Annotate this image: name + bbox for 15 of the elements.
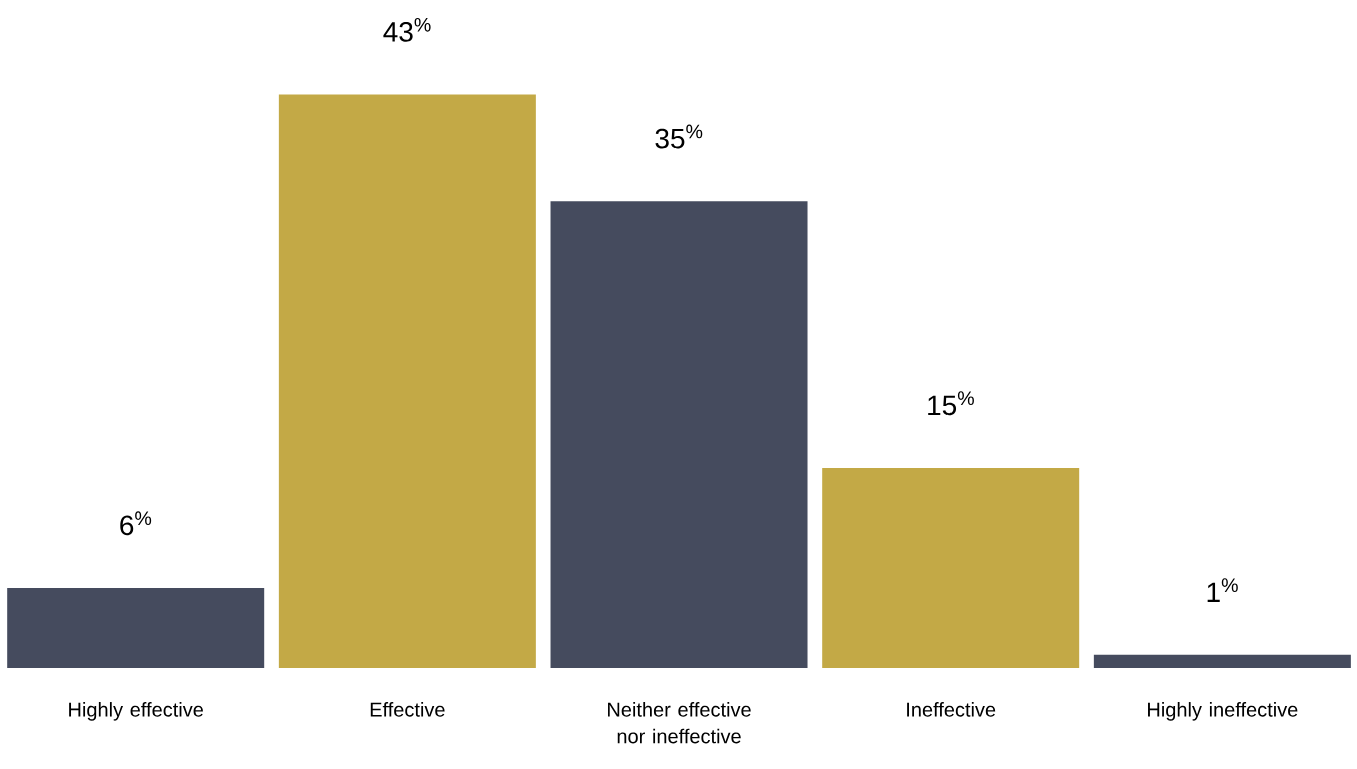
x-tick-label: Highly ineffective	[1148, 702, 1298, 721]
x-tick-label: Effective	[370, 702, 445, 717]
bar	[822, 467, 1080, 668]
data-label: 43$^{%}$	[383, 17, 431, 42]
bar	[550, 201, 808, 668]
bar	[7, 587, 265, 668]
data-label: 6$^{%}$	[120, 511, 152, 536]
x-tick-label: Neither effective nor ineffective	[608, 702, 751, 744]
x-tick-label: Highly effective	[69, 702, 203, 721]
bar	[1093, 654, 1351, 668]
data-label: 35$^{%}$	[655, 124, 703, 149]
data-label: 15$^{%}$	[928, 391, 974, 416]
x-tick-label: Ineffective	[907, 702, 996, 717]
bar	[278, 94, 536, 668]
data-label: 1$^{%}$	[1207, 578, 1238, 602]
